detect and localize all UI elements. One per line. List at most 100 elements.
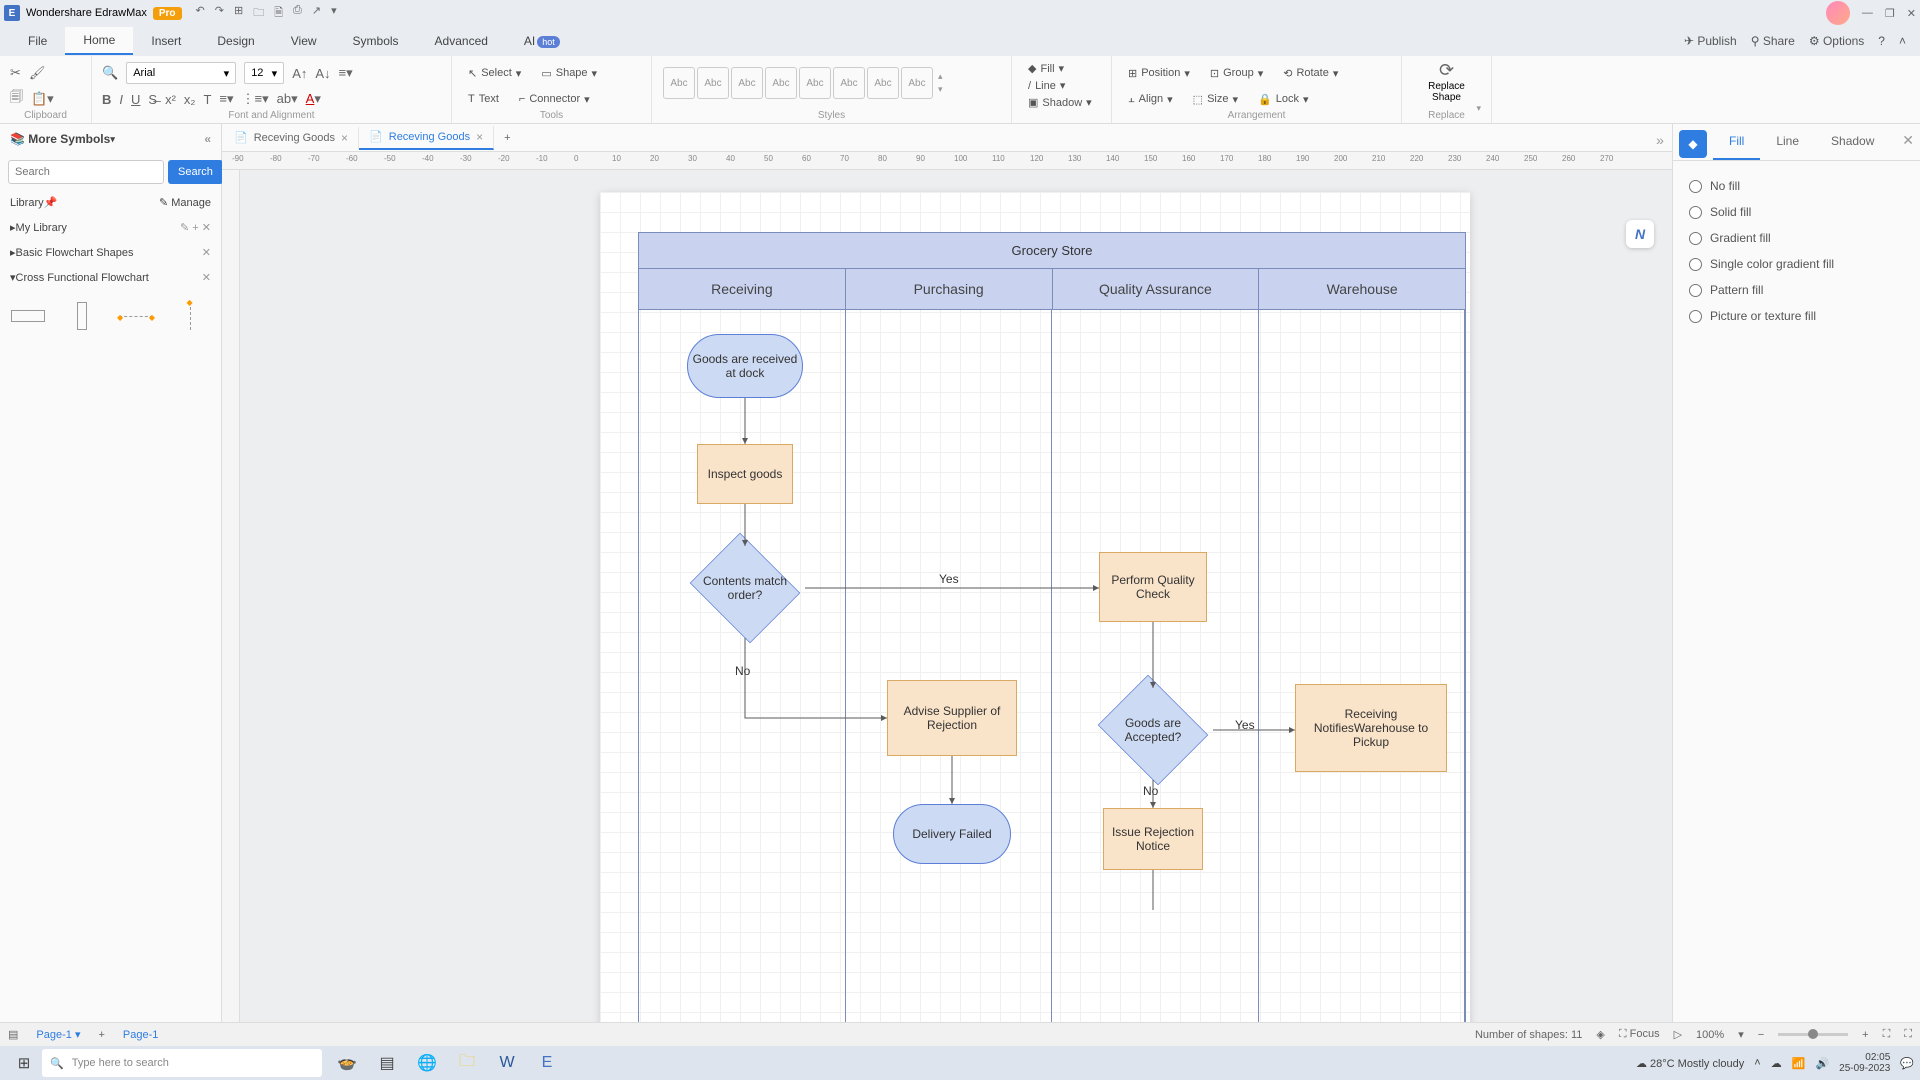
line-button[interactable]: / Line ▾	[1022, 77, 1101, 94]
tray-volume-icon[interactable]: 🔊	[1815, 1057, 1829, 1070]
bullets-icon[interactable]: ⋮≡▾	[242, 91, 269, 107]
underline-icon[interactable]: U	[131, 92, 140, 107]
menu-design[interactable]: Design	[199, 28, 272, 54]
paste-icon[interactable]: 📋▾	[31, 91, 54, 107]
lane-header[interactable]: Receiving	[639, 269, 846, 309]
new-tab-button[interactable]: +	[494, 128, 520, 148]
styles-down-icon[interactable]: ▾	[938, 84, 943, 95]
minimize-icon[interactable]: —	[1862, 7, 1873, 19]
font-color-icon[interactable]: A▾	[306, 91, 321, 107]
bold-icon[interactable]: B	[102, 92, 111, 107]
terminator-delivery-failed[interactable]: Delivery Failed	[893, 804, 1011, 864]
taskbar-app[interactable]: 🌐	[410, 1048, 444, 1078]
shape-hswimlane[interactable]	[8, 298, 48, 334]
fill-option[interactable]: Single color gradient fill	[1689, 251, 1904, 277]
style-preset[interactable]: Abc	[799, 67, 831, 99]
decision-match[interactable]: Contents match order?	[685, 538, 805, 638]
superscript-icon[interactable]: x²	[165, 92, 176, 107]
taskbar-app[interactable]: ▤	[370, 1048, 404, 1078]
lock-button[interactable]: 🔒 Lock▾	[1252, 91, 1314, 108]
canvas[interactable]: Grocery Store Receiving Purchasing Quali…	[240, 170, 1672, 1046]
shape-separator-h[interactable]: ◆◆	[116, 298, 156, 334]
fill-option[interactable]: Picture or texture fill	[1689, 303, 1904, 329]
export-icon[interactable]: ↗	[312, 4, 321, 23]
fill-button[interactable]: ◆ Fill ▾	[1022, 60, 1101, 77]
open-icon[interactable]: 🗀	[253, 4, 264, 23]
add-page-button[interactable]: +	[98, 1029, 104, 1041]
strike-icon[interactable]: S̶	[148, 92, 157, 107]
position-button[interactable]: ⊞ Position▾	[1122, 65, 1196, 82]
grow-font-icon[interactable]: A↑	[292, 66, 307, 81]
process-advise[interactable]: Advise Supplier of Rejection	[887, 680, 1017, 756]
format-painter-icon[interactable]: 🖌	[29, 65, 46, 81]
zoom-dropdown-icon[interactable]: ▾	[1738, 1028, 1744, 1041]
line-spacing-icon[interactable]: ≡▾	[219, 91, 233, 107]
shape-tool[interactable]: ▭ Shape ▾	[535, 65, 603, 82]
styles-up-icon[interactable]: ▴	[938, 71, 943, 82]
notification-icon[interactable]: 💬	[1900, 1057, 1914, 1070]
style-preset[interactable]: Abc	[765, 67, 797, 99]
doc-tab[interactable]: 📄 Receving Goods ×	[359, 126, 494, 150]
shadow-button[interactable]: ▣ Shadow ▾	[1022, 94, 1101, 111]
zoom-in-icon[interactable]: +	[1862, 1029, 1868, 1041]
text-tool[interactable]: T Text	[462, 91, 505, 107]
taskbar-app[interactable]: E	[530, 1048, 564, 1078]
style-preset[interactable]: Abc	[901, 67, 933, 99]
line-tab[interactable]: Line	[1760, 124, 1815, 160]
lane-header[interactable]: Quality Assurance	[1053, 269, 1260, 309]
search-button[interactable]: Search	[168, 160, 223, 184]
more-icon[interactable]: ▾	[331, 4, 337, 23]
tray-chevron-icon[interactable]: ˄	[1754, 1057, 1760, 1069]
lane-header[interactable]: Warehouse	[1259, 269, 1465, 309]
align-button[interactable]: ⫠ Align▾	[1122, 91, 1179, 108]
style-preset[interactable]: Abc	[731, 67, 763, 99]
font-select[interactable]: Arial▾	[126, 62, 236, 84]
focus-button[interactable]: ⛶ Focus	[1619, 1028, 1660, 1041]
more-symbols-title[interactable]: More Symbols	[28, 132, 110, 146]
fill-option[interactable]: No fill	[1689, 173, 1904, 199]
fullscreen-icon[interactable]: ⛶	[1904, 1028, 1912, 1041]
maximize-icon[interactable]: ❐	[1885, 7, 1895, 20]
pin-icon[interactable]: 📌	[44, 196, 58, 209]
menu-symbols[interactable]: Symbols	[335, 28, 417, 54]
zoom-slider[interactable]	[1778, 1033, 1848, 1036]
close-icon[interactable]: ✕	[1907, 7, 1916, 20]
share-button[interactable]: ⚲ Share	[1751, 34, 1795, 48]
lane-header[interactable]: Purchasing	[846, 269, 1053, 309]
page-tab[interactable]: Page-1	[113, 1026, 168, 1044]
search-input[interactable]	[8, 160, 164, 184]
process-quality-check[interactable]: Perform Quality Check	[1099, 552, 1207, 622]
size-button[interactable]: ⬚ Size▾	[1187, 91, 1244, 108]
page-tab[interactable]: Page-1 ▾	[26, 1025, 90, 1044]
replace-shape-icon[interactable]: ⟳	[1439, 60, 1454, 81]
cross-functional-cat[interactable]: ▾ Cross Functional Flowchart✕	[0, 265, 221, 290]
process-notify[interactable]: Receiving NotifiesWarehouse to Pickup	[1295, 684, 1447, 772]
start-button[interactable]: ⊞	[6, 1048, 42, 1078]
new-icon[interactable]: ⊞	[234, 4, 243, 23]
group-button[interactable]: ⊡ Group▾	[1204, 65, 1269, 82]
close-tab-icon[interactable]: ×	[476, 130, 483, 144]
style-preset[interactable]: Abc	[663, 67, 695, 99]
fill-option[interactable]: Pattern fill	[1689, 277, 1904, 303]
fill-tab[interactable]: Fill	[1713, 124, 1760, 160]
layers-icon[interactable]: ◈	[1596, 1028, 1604, 1041]
search-font-icon[interactable]: 🔍	[102, 65, 118, 81]
manage-button[interactable]: ✎ Manage	[159, 196, 211, 209]
collapse-panel-icon[interactable]: «	[204, 132, 211, 146]
taskbar-app[interactable]: 🍲	[330, 1048, 364, 1078]
italic-icon[interactable]: I	[119, 92, 123, 107]
menu-ai[interactable]: AIhot	[506, 28, 578, 54]
undo-icon[interactable]: ↶	[196, 4, 205, 23]
size-select[interactable]: 12▾	[244, 62, 284, 84]
zoom-out-icon[interactable]: −	[1758, 1029, 1764, 1041]
taskbar-search[interactable]: 🔍 Type here to search	[42, 1049, 322, 1077]
tray-onedrive-icon[interactable]: ☁	[1771, 1057, 1782, 1070]
style-preset[interactable]: Abc	[697, 67, 729, 99]
menu-file[interactable]: File	[10, 28, 65, 54]
collapse-ribbon-icon[interactable]: ˄	[1899, 34, 1906, 48]
fill-option[interactable]: Solid fill	[1689, 199, 1904, 225]
options-button[interactable]: ⚙ Options	[1809, 34, 1864, 48]
page-list-icon[interactable]: ▤	[8, 1028, 18, 1041]
process-rejection-notice[interactable]: Issue Rejection Notice	[1103, 808, 1203, 870]
cut-icon[interactable]: ✂	[10, 65, 21, 81]
